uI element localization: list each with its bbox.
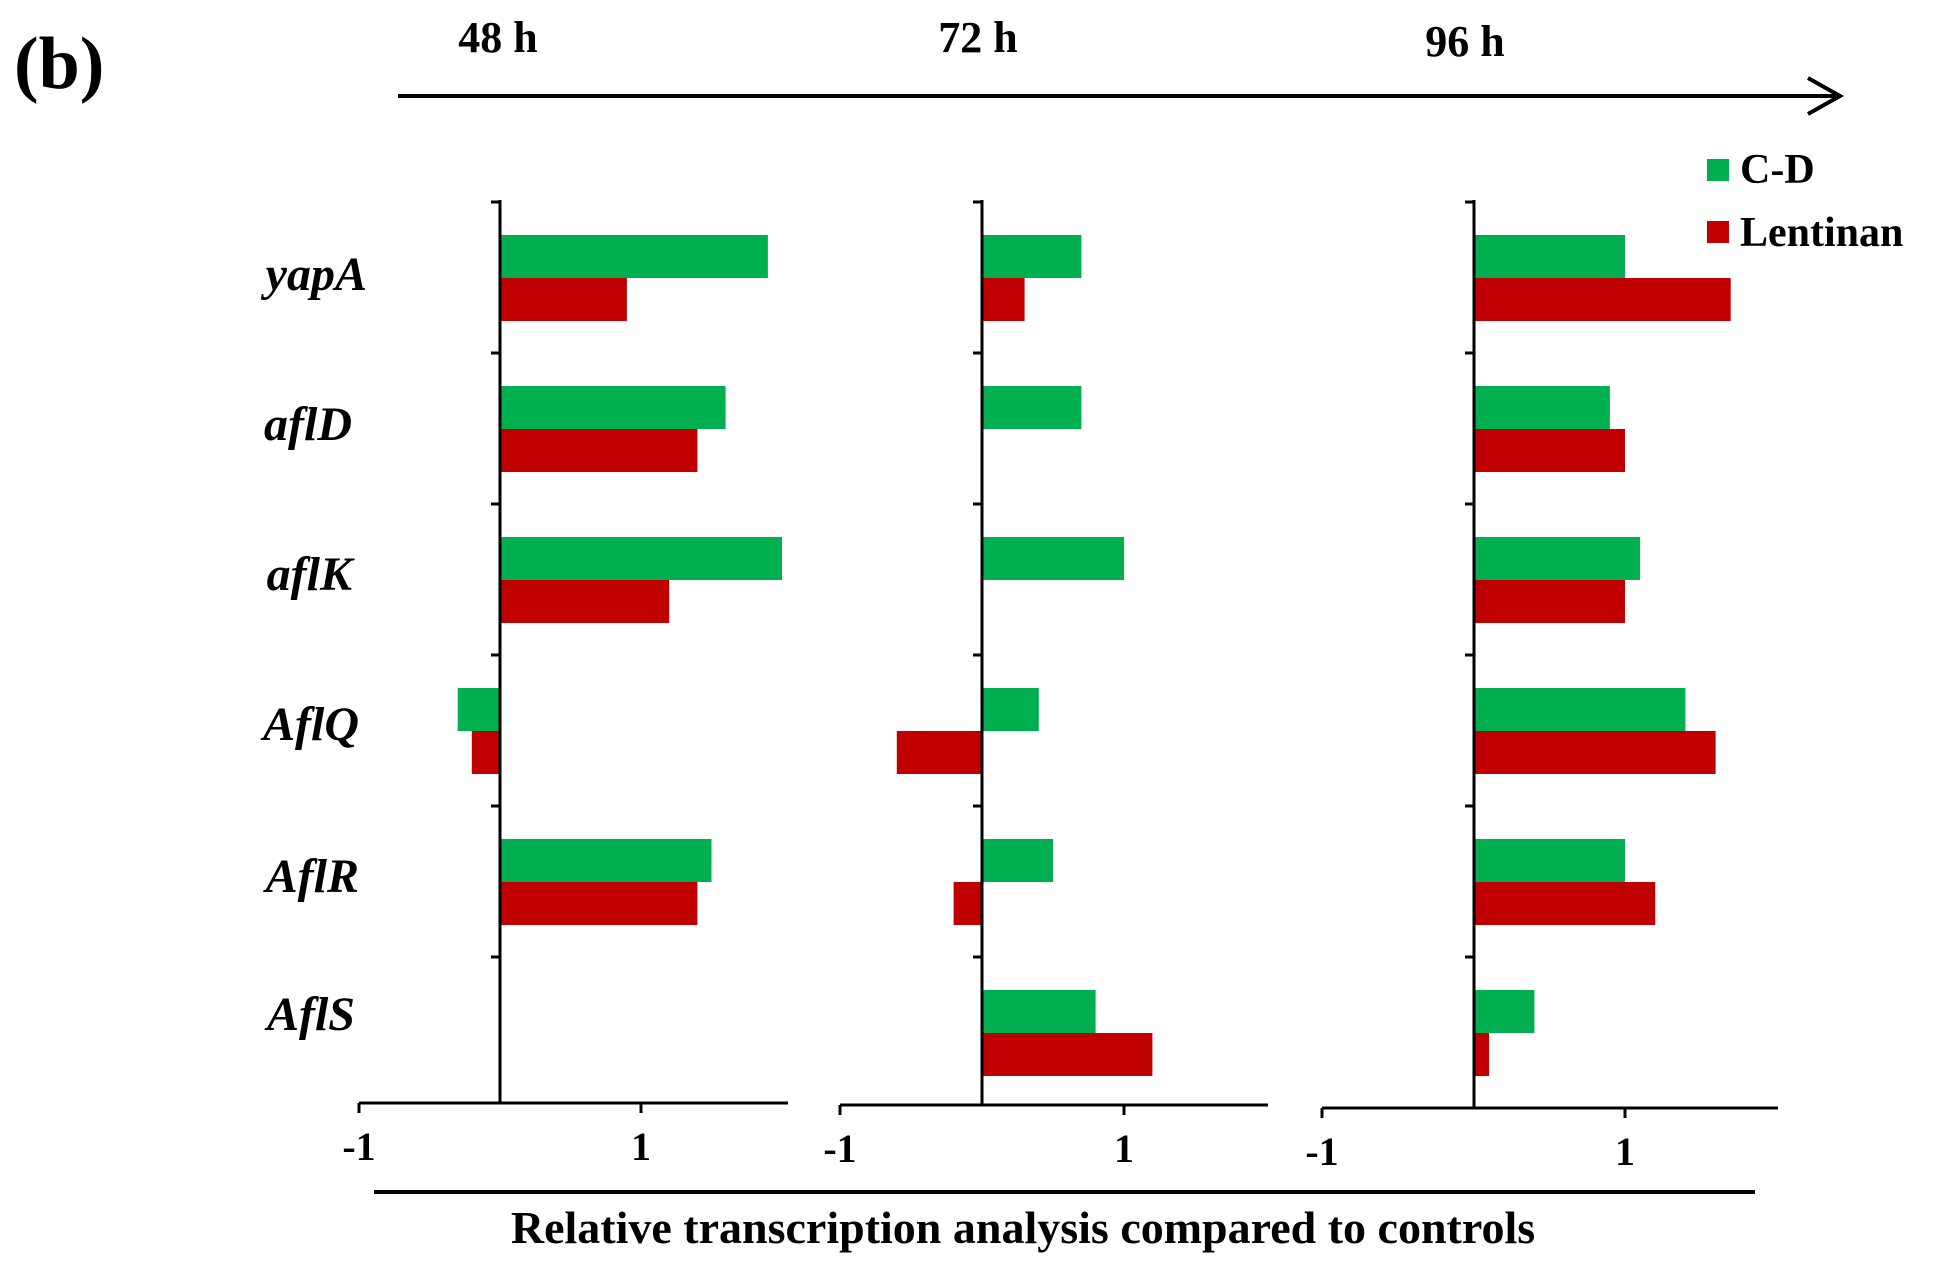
- bar-48h-afld-c-d: [500, 386, 726, 429]
- bar-96h-aflq-c-d: [1474, 688, 1686, 731]
- bar-96h-yapa-c-d: [1474, 235, 1625, 278]
- bar-72h-afls-lentinan: [982, 1033, 1153, 1076]
- tick-label-72h: 1: [1114, 1126, 1134, 1171]
- bar-96h-yapa-lentinan: [1474, 278, 1731, 321]
- panel-72h: -1 1: [823, 200, 1268, 1171]
- bar-72h-aflq-lentinan: [896, 731, 982, 774]
- bar-96h-afls-lentinan: [1474, 1033, 1490, 1076]
- panel-96h: -1 1: [1305, 200, 1778, 1174]
- tick-label-48h: -1: [342, 1124, 375, 1169]
- timeline-label-72h: 72 h: [938, 13, 1017, 62]
- bar-72h-aflr-c-d: [982, 839, 1053, 882]
- bar-48h-yapa-c-d: [500, 235, 768, 278]
- bar-48h-aflk-c-d: [500, 537, 782, 580]
- tick-label-96h: 1: [1615, 1129, 1635, 1174]
- xaxis-title: Relative transcription analysis compared…: [511, 1202, 1535, 1253]
- bar-48h-aflr-c-d: [500, 839, 712, 882]
- bar-48h-aflq-lentinan: [471, 731, 500, 774]
- bar-72h-aflr-lentinan: [953, 882, 982, 925]
- legend-swatch-lentinan: [1707, 221, 1729, 243]
- legend-label-lentinan: Lentinan: [1740, 210, 1903, 256]
- bar-72h-yapa-lentinan: [982, 278, 1025, 321]
- bar-72h-aflq-c-d: [982, 688, 1039, 731]
- bar-96h-afld-c-d: [1474, 386, 1610, 429]
- bar-96h-aflr-lentinan: [1474, 882, 1656, 925]
- bar-96h-aflk-c-d: [1474, 537, 1641, 580]
- bar-72h-afls-c-d: [982, 990, 1096, 1033]
- bar-96h-afls-c-d: [1474, 990, 1535, 1033]
- bar-96h-aflq-lentinan: [1474, 731, 1716, 774]
- category-label-afld: aflD: [264, 398, 352, 451]
- bar-96h-aflr-c-d: [1474, 839, 1625, 882]
- panel-48h: -1 1: [342, 200, 788, 1169]
- timeline-label-96h: 96 h: [1425, 17, 1504, 66]
- tick-label-72h: -1: [823, 1126, 856, 1171]
- tick-label-96h: -1: [1305, 1129, 1338, 1174]
- category-label-yapa: yapA: [261, 248, 367, 301]
- bar-72h-yapa-c-d: [982, 235, 1082, 278]
- bar-96h-afld-lentinan: [1474, 429, 1625, 472]
- bar-72h-aflk-c-d: [982, 537, 1124, 580]
- bar-72h-afld-c-d: [982, 386, 1082, 429]
- category-labels: yapA aflD aflK AflQ AflR AflS: [260, 248, 367, 1041]
- bar-96h-aflk-lentinan: [1474, 580, 1625, 623]
- tick-label-48h: 1: [631, 1124, 651, 1169]
- bar-48h-aflk-lentinan: [500, 580, 670, 623]
- category-label-afls: AflS: [264, 988, 355, 1041]
- category-label-aflk: aflK: [267, 548, 355, 601]
- bar-48h-afld-lentinan: [500, 429, 698, 472]
- timeline-label-48h: 48 h: [458, 13, 537, 62]
- category-label-aflr: AflR: [263, 850, 359, 903]
- bar-48h-aflq-c-d: [457, 688, 500, 731]
- category-label-aflq: AflQ: [260, 698, 359, 751]
- legend-label-cd: C-D: [1740, 147, 1815, 193]
- chart-panels: -1 1 -1 1 -1 1: [342, 200, 1778, 1174]
- timeline-arrow-head: [1807, 76, 1845, 116]
- legend-swatch-cd: [1707, 159, 1729, 181]
- bar-48h-yapa-lentinan: [500, 278, 627, 321]
- bar-48h-aflr-lentinan: [500, 882, 698, 925]
- panel-label: (b): [14, 23, 104, 105]
